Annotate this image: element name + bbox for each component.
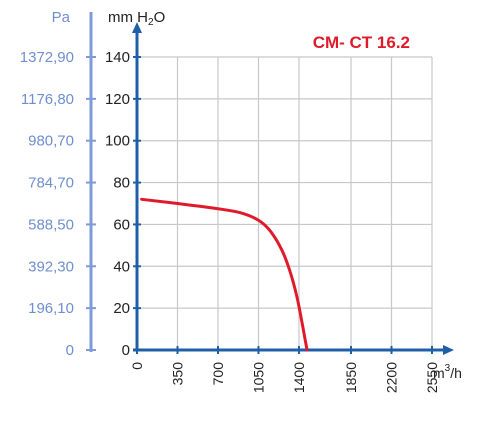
y-tick-label: 20: [113, 300, 130, 317]
pa-unit-label: Pa: [52, 9, 71, 26]
y-tick-label: 80: [113, 175, 130, 192]
x-tick-label: 700: [210, 362, 226, 386]
x-tick-label: 350: [169, 362, 185, 386]
chart-title: CM- CT 16.2: [313, 33, 410, 52]
y-tick-label: 100: [105, 133, 130, 150]
pa-tick-label: 0: [66, 342, 74, 359]
y-tick-label: 120: [105, 91, 130, 108]
x-tick-label: 0: [129, 362, 145, 370]
x-tick-label: 2550: [424, 362, 440, 393]
pa-tick-label: 392,30: [28, 258, 74, 275]
mm-unit-label: mm H2O: [108, 9, 165, 28]
y-axis-arrow: [132, 22, 142, 33]
x-tick-label: 1400: [291, 362, 307, 393]
pa-tick-label: 1372,90: [20, 49, 74, 66]
pa-tick-label: 980,70: [28, 133, 74, 150]
pa-tick-label: 784,70: [28, 175, 74, 192]
x-axis-arrow: [443, 345, 454, 355]
x-tick-label: 2200: [384, 362, 400, 393]
pa-tick-label: 196,10: [28, 300, 74, 317]
y-tick-label: 40: [113, 258, 130, 275]
x-tick-label: 1050: [250, 362, 266, 393]
pa-tick-label: 1176,80: [21, 91, 74, 108]
y-tick-label: 140: [105, 49, 130, 66]
x-unit-label: m3/h: [433, 363, 462, 381]
pa-tick-label: 588,50: [28, 216, 74, 233]
performance-curve: [140, 197, 309, 352]
y-tick-label: 60: [113, 216, 130, 233]
x-tick-label: 1850: [343, 362, 359, 393]
y-tick-label: 0: [122, 342, 130, 359]
